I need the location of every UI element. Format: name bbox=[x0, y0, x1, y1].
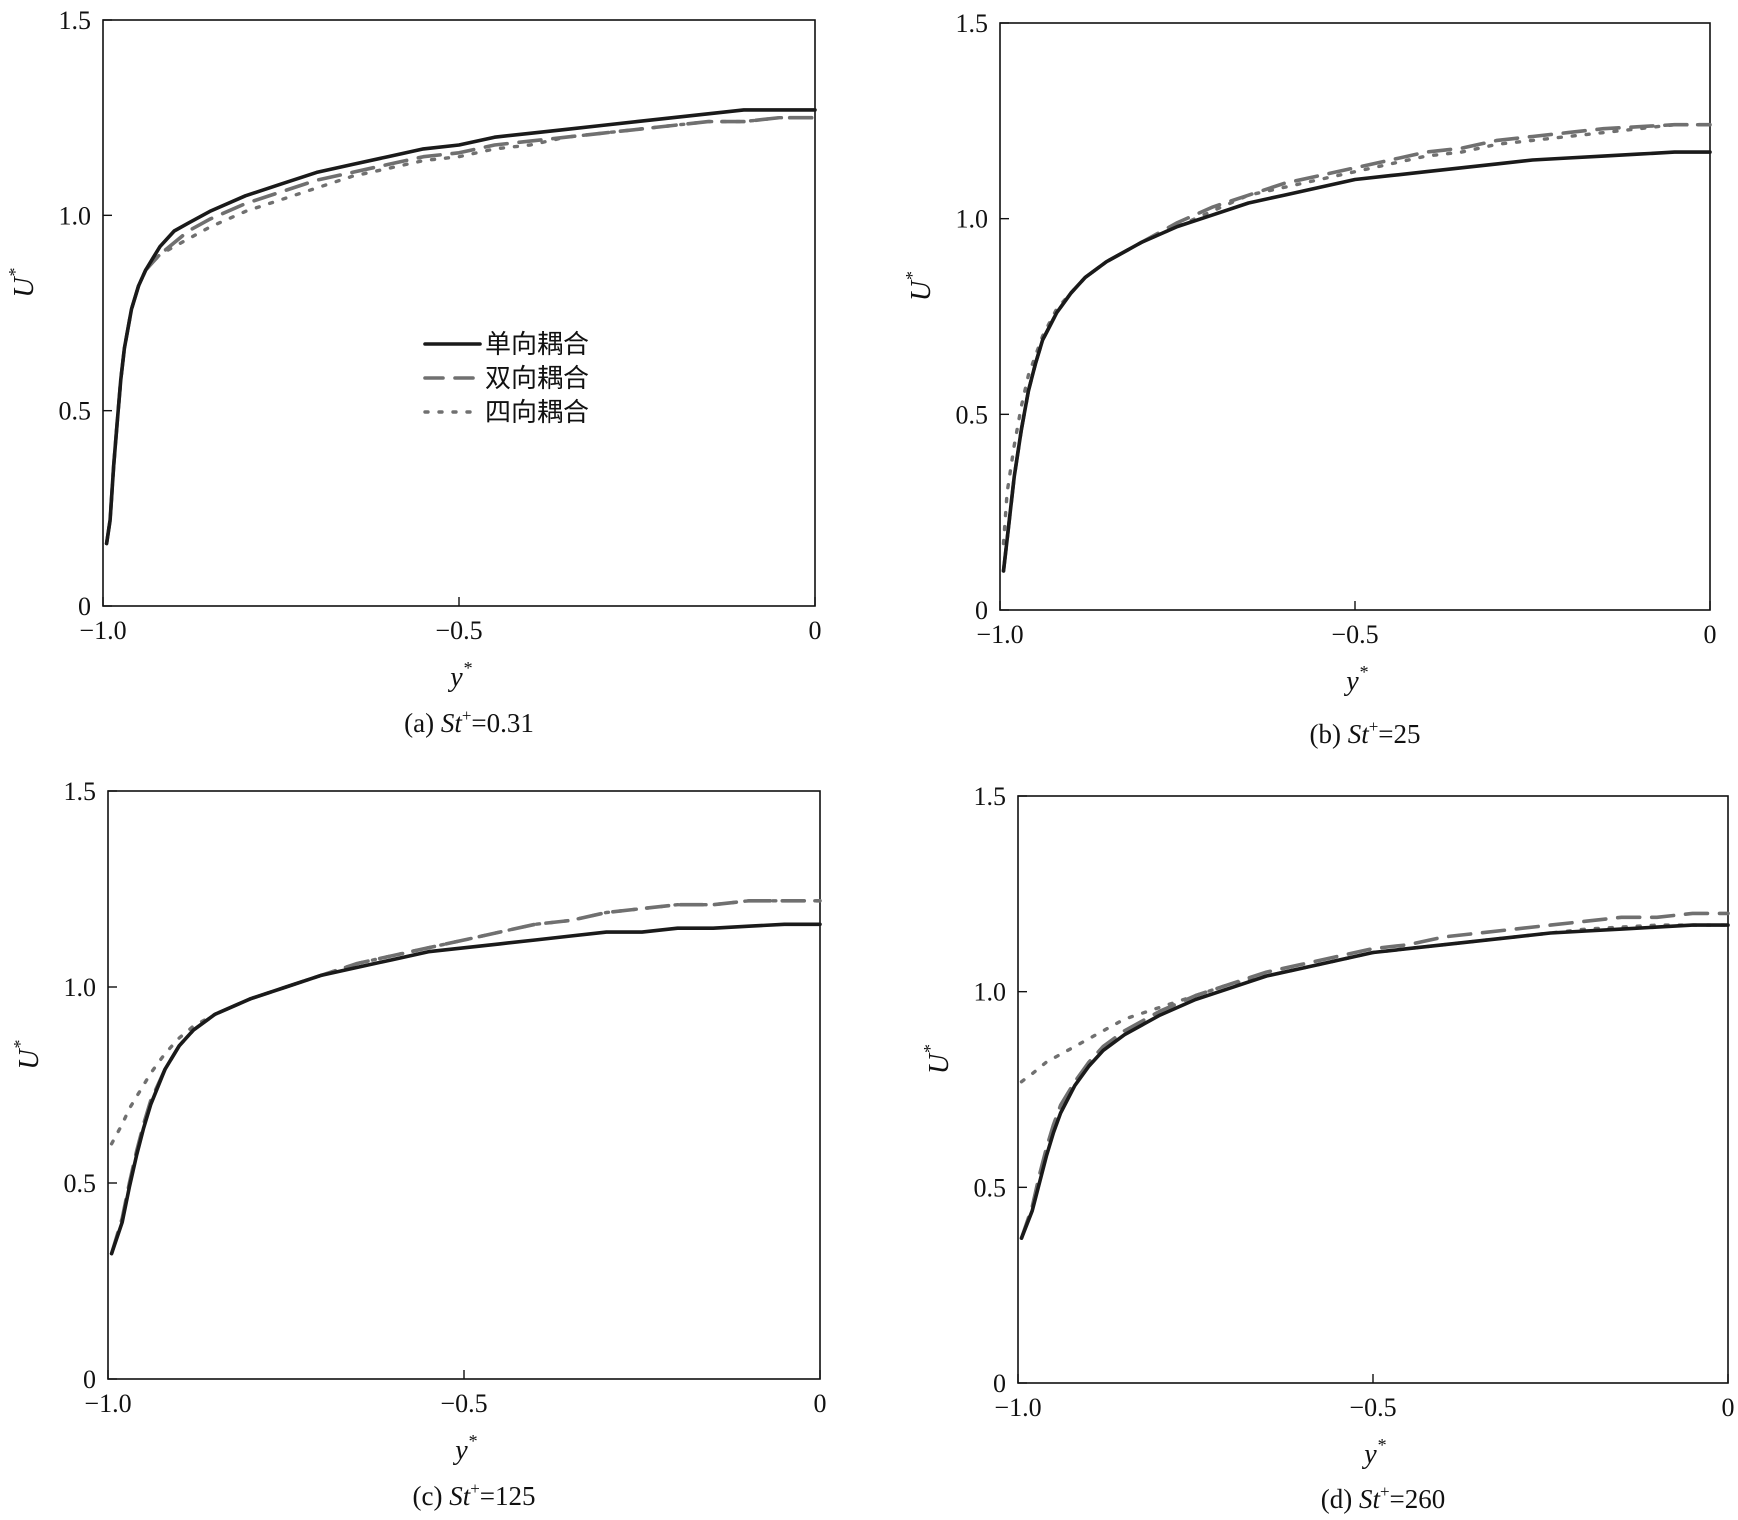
legend-label: 四向耦合 bbox=[485, 398, 589, 428]
y-tick-label: 1.0 bbox=[59, 201, 92, 230]
panel-caption: (c) St+=125 bbox=[412, 1479, 535, 1511]
y-tick-label: 0.5 bbox=[956, 400, 989, 429]
y-tick-label: 1.5 bbox=[956, 9, 989, 38]
series-line-1 bbox=[1019, 923, 1730, 1240]
panel-caption: (a) St+=0.31 bbox=[404, 706, 534, 738]
x-tick-label: 0 bbox=[1704, 620, 1717, 649]
x-tick-label: 0 bbox=[1722, 1393, 1735, 1422]
legend-label: 双向耦合 bbox=[485, 364, 589, 394]
y-axis-title: U* bbox=[920, 1045, 955, 1074]
x-tick-label: 0 bbox=[814, 1389, 827, 1418]
panel-caption: (d) St+=260 bbox=[1321, 1482, 1446, 1514]
series-line-2 bbox=[109, 898, 822, 1256]
panel-d: −1.0 −0.5 0 0 0.5 1.0 1.5 y* U* (d) St+=260 bbox=[920, 782, 1735, 1514]
y-tick-label: 0 bbox=[83, 1365, 96, 1394]
y-tick-label: 1.5 bbox=[974, 782, 1007, 811]
y-tick-label: 1.0 bbox=[956, 205, 989, 234]
series-line-1 bbox=[104, 108, 817, 546]
x-axis-title: y* bbox=[452, 1431, 476, 1466]
panel-a: −1.0 −0.5 0 0 0.5 1.0 1.5 y* U* (a) St+=0.31 单向耦合双… bbox=[5, 6, 822, 738]
y-tick-label: 1.5 bbox=[64, 777, 97, 806]
series-line-1 bbox=[109, 922, 822, 1256]
series-line-2 bbox=[1019, 911, 1730, 1240]
plot-frame bbox=[107, 790, 821, 1380]
series-line-3 bbox=[1019, 923, 1730, 1084]
y-tick-label: 0 bbox=[78, 592, 91, 621]
x-tick-label: −1.0 bbox=[976, 620, 1023, 649]
x-axis-title: y* bbox=[1361, 1435, 1385, 1470]
x-tick-label: −0.5 bbox=[435, 616, 482, 645]
y-tick-label: 0 bbox=[975, 596, 988, 625]
x-axis-title: y* bbox=[447, 658, 471, 693]
series-line-3 bbox=[104, 115, 817, 546]
y-axis-title: U* bbox=[5, 268, 40, 297]
x-tick-label: −0.5 bbox=[1349, 1393, 1396, 1422]
plot-frame bbox=[102, 19, 816, 607]
x-axis-title: y* bbox=[1343, 662, 1367, 697]
panel-caption: (b) St+=25 bbox=[1309, 717, 1420, 749]
y-axis-title: U* bbox=[10, 1040, 45, 1069]
x-tick-label: −1.0 bbox=[994, 1393, 1041, 1422]
x-tick-label: −0.5 bbox=[440, 1389, 487, 1418]
panel-c: −1.0 −0.5 0 0 0.5 1.0 1.5 y* U* (c) St+=125 bbox=[10, 777, 827, 1511]
y-tick-label: 1.0 bbox=[974, 978, 1007, 1007]
y-tick-label: 1.0 bbox=[64, 973, 97, 1002]
legend-label: 单向耦合 bbox=[485, 330, 589, 360]
x-tick-label: −1.0 bbox=[84, 1389, 131, 1418]
series-line-3 bbox=[109, 899, 822, 1146]
y-tick-label: 0.5 bbox=[59, 397, 92, 426]
y-tick-label: 0.5 bbox=[64, 1169, 97, 1198]
series-line-2 bbox=[1001, 122, 1712, 573]
panel-b: −1.0 −0.5 0 0 0.5 1.0 1.5 y* U* (b) St+=25 bbox=[902, 9, 1717, 749]
plot-frame bbox=[999, 22, 1711, 611]
y-tick-label: 1.5 bbox=[59, 6, 92, 35]
series-line-1 bbox=[1001, 150, 1712, 573]
y-tick-label: 0 bbox=[993, 1369, 1006, 1398]
x-tick-label: −0.5 bbox=[1331, 620, 1378, 649]
x-tick-label: −1.0 bbox=[79, 616, 126, 645]
series-line-3 bbox=[1001, 122, 1712, 546]
y-axis-title: U* bbox=[902, 272, 937, 301]
x-tick-label: 0 bbox=[809, 616, 822, 645]
series-line-2 bbox=[104, 115, 817, 546]
y-tick-label: 0.5 bbox=[974, 1173, 1007, 1202]
plot-frame bbox=[1017, 795, 1729, 1384]
